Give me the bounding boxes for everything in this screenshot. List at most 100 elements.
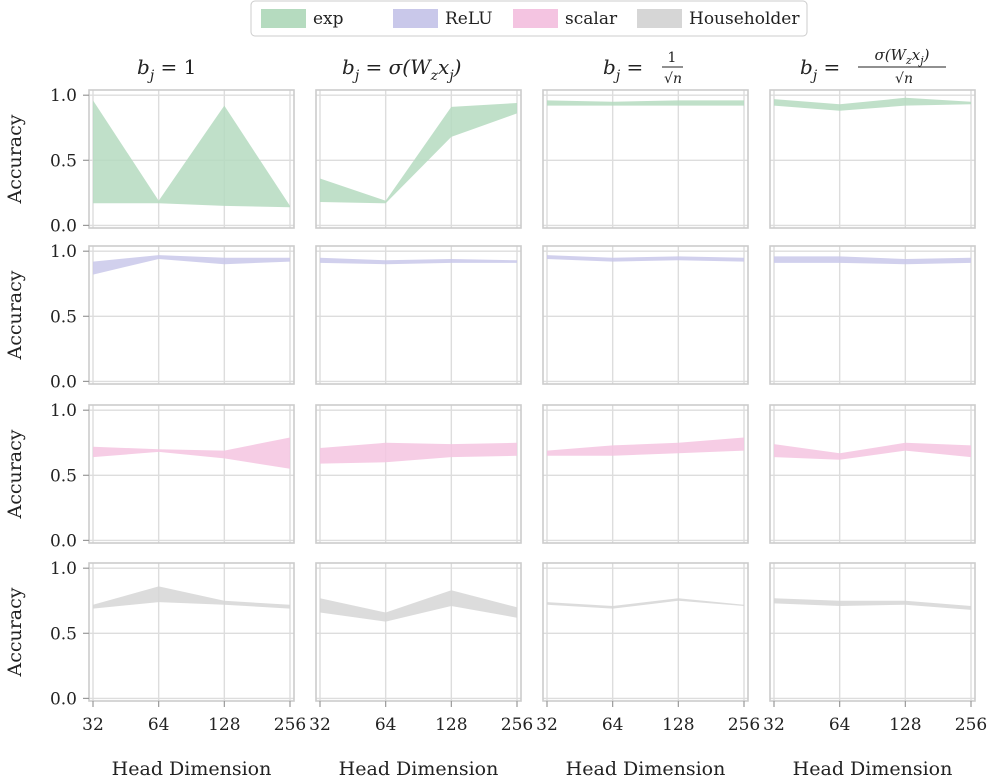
x-tick-label: 128 (662, 715, 694, 735)
band-exp (93, 100, 290, 208)
panel-householder-2: 32 64 128 256 (309, 562, 533, 735)
axis-labels: Accuracy Accuracy Accuracy Accuracy Head Dim… (4, 114, 952, 780)
panel-frame (542, 89, 749, 229)
x-axis-label: Head Dimension (112, 758, 272, 780)
y-tick-label: 0.5 (50, 624, 77, 644)
panel-frame (315, 89, 522, 229)
panel-scalar-3 (542, 404, 749, 544)
x-tick-label: 256 (501, 715, 533, 735)
x-tick-label: 64 (148, 715, 170, 735)
legend-label-relu: ReLU (445, 9, 493, 29)
x-tick-label: 256 (955, 715, 987, 735)
title-3-b: b (603, 55, 616, 79)
band-scalar (547, 437, 744, 456)
title-2-end: ) (453, 55, 462, 79)
panel-exp-1: 0.0 0.5 1.0 (50, 86, 295, 236)
panel-scalar-2 (315, 404, 522, 544)
panel-exp-4 (769, 89, 976, 229)
panel-relu-2 (315, 245, 522, 385)
title-4-sub: j (810, 68, 818, 84)
title-4-numerator: σ(Wzxj) (874, 46, 929, 67)
y-tick-label: 1.0 (50, 242, 77, 262)
x-axis-label: Head Dimension (793, 758, 953, 780)
panel-frame (315, 404, 522, 544)
panel-scalar-4 (769, 404, 976, 544)
x-tick-label: 64 (602, 715, 624, 735)
band-relu (774, 256, 971, 265)
title-2-mid: x (438, 55, 449, 79)
y-tick-label: 0.5 (50, 466, 77, 486)
panel-frame (542, 245, 749, 385)
panel-householder-1: 0.0 0.5 1.0 32 64 128 256 (50, 559, 306, 735)
x-tick-label: 256 (274, 715, 306, 735)
legend: exp ReLU scalar Householder (250, 0, 808, 37)
y-axis-label: Accuracy (4, 270, 26, 360)
title-2-b: b (342, 55, 355, 79)
y-tick-label: 1.0 (50, 86, 77, 106)
panel-scalar-1: 0.0 0.5 1.0 (50, 401, 295, 551)
title-4-num-sub: z (905, 54, 912, 67)
column-title-2: bj = σ(Wzxj) (342, 55, 461, 84)
legend-swatch-relu (393, 9, 438, 28)
panel-frame (542, 404, 749, 544)
panel-frame (88, 89, 295, 229)
panel-householder-3: 32 64 128 256 (536, 562, 760, 735)
band-householder (774, 598, 971, 610)
band-scalar (320, 442, 517, 464)
title-1-sub: j (147, 68, 155, 84)
title-2-sub2: z (430, 68, 439, 84)
column-title-1: bj = 1 (137, 55, 196, 84)
band-scalar (93, 437, 290, 469)
title-2-rhs: = σ(W (359, 55, 432, 79)
x-tick-label: 32 (536, 715, 558, 735)
legend-swatch-exp (261, 9, 306, 28)
panel-relu-1: 0.0 0.5 1.0 (50, 242, 295, 392)
panel-grid: 0.0 0.5 1.0 0.0 0.5 1.0 0.0 0.5 1.0 0.0 0.5 1.0 32 64… (50, 86, 987, 735)
band-householder (547, 598, 744, 609)
title-3-sub: j (613, 68, 621, 84)
panel-frame (315, 562, 522, 702)
panel-frame (88, 245, 295, 385)
panel-relu-3 (542, 245, 749, 385)
y-tick-label: 0.0 (50, 216, 77, 236)
band-householder (93, 586, 290, 609)
panel-frame (542, 562, 749, 702)
band-relu (547, 255, 744, 262)
band-householder (320, 590, 517, 622)
title-4-num-end: ) (923, 46, 930, 64)
y-tick-label: 0.0 (50, 531, 77, 551)
x-tick-label: 256 (728, 715, 760, 735)
band-exp (320, 103, 517, 204)
title-1-rhs: = 1 (154, 55, 196, 79)
legend-label-householder: Householder (689, 9, 800, 29)
legend-swatch-scalar (513, 9, 558, 28)
panel-relu-4 (769, 245, 976, 385)
panel-frame (769, 245, 976, 385)
title-1-b: b (137, 55, 150, 79)
panel-frame (88, 404, 295, 544)
x-tick-label: 32 (82, 715, 104, 735)
x-tick-label: 128 (435, 715, 467, 735)
title-3-denominator: √n (664, 71, 682, 87)
panel-frame (769, 89, 976, 229)
panel-exp-2 (315, 89, 522, 229)
panel-exp-3 (542, 89, 749, 229)
title-3-rhs: = (620, 55, 643, 79)
title-4-num-sub2: j (917, 54, 924, 67)
legend-label-scalar: scalar (565, 9, 618, 29)
title-4-num-x: x (912, 46, 921, 64)
band-scalar (774, 442, 971, 460)
panel-frame (315, 245, 522, 385)
band-relu (320, 257, 517, 265)
panel-frame (88, 562, 295, 702)
y-axis-label: Accuracy (4, 587, 26, 677)
title-4-b: b (800, 55, 813, 79)
x-tick-label: 128 (889, 715, 921, 735)
x-tick-label: 32 (763, 715, 785, 735)
y-axis-label: Accuracy (4, 429, 26, 519)
column-title-3: bj = (603, 55, 643, 84)
panel-frame (769, 562, 976, 702)
y-tick-label: 0.5 (50, 307, 77, 327)
legend-label-exp: exp (313, 9, 344, 29)
